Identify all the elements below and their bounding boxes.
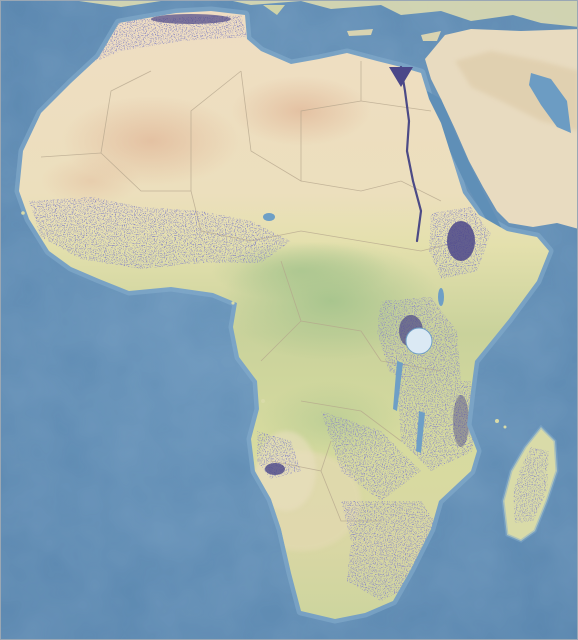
nile-river [399,65,423,243]
madagascar-island[interactable] [501,424,559,543]
lake-tanganyika [393,361,403,411]
lake-turkana [438,288,444,306]
neighbouring-landmasses [79,1,577,231]
cyprus-island [421,31,441,41]
europe-landmass [79,1,577,27]
lake-chad [263,213,275,221]
lakes [263,213,444,453]
red-sea [427,91,501,231]
persian-gulf [529,73,571,133]
crete-island [347,29,373,36]
lake-victoria [405,327,433,355]
sicily-island [263,5,285,15]
nile-delta [389,67,413,87]
small-islands [21,211,507,429]
lake-malawi [416,411,425,453]
